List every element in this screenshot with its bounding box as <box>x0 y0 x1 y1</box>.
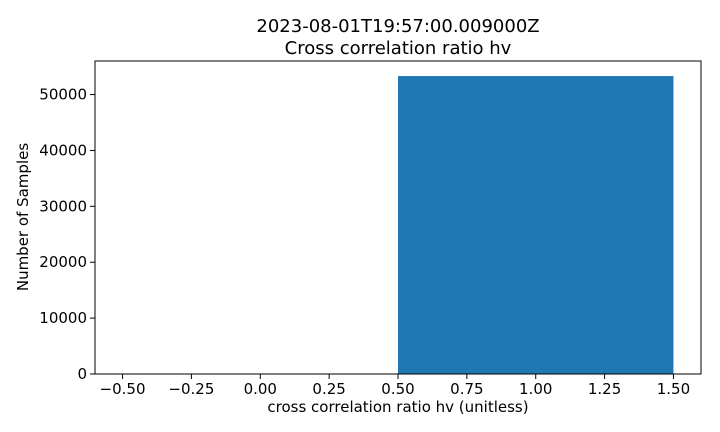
x-axis-label: cross correlation ratio hv (unitless) <box>267 398 528 416</box>
x-tick-label: −0.50 <box>100 380 146 398</box>
y-tick-label: 20000 <box>39 253 87 271</box>
histogram-bar-0 <box>398 76 674 375</box>
y-tick-label: 30000 <box>39 197 87 215</box>
y-tick-label: 0 <box>77 365 87 383</box>
x-tick-label: 0.00 <box>244 380 277 398</box>
x-tick-label: −0.25 <box>168 380 214 398</box>
y-axis-ticks: 0 10000 20000 30000 40000 50000 <box>39 86 95 383</box>
x-tick-label: 1.25 <box>588 380 621 398</box>
x-tick-label: 1.00 <box>519 380 552 398</box>
bar-group <box>398 76 674 375</box>
x-tick-label: 0.25 <box>312 380 345 398</box>
x-tick-label: 0.75 <box>450 380 483 398</box>
x-tick-label: 0.50 <box>381 380 414 398</box>
chart-title-line-1: 2023-08-01T19:57:00.009000Z <box>256 16 539 37</box>
y-tick-label: 10000 <box>39 309 87 327</box>
chart-title-line-2: Cross correlation ratio hv <box>285 38 512 59</box>
x-axis-ticks: −0.50 −0.25 0.00 0.25 0.50 0.75 1.00 1.25 1.50 <box>100 374 690 398</box>
y-axis-label: Number of Samples <box>14 143 32 291</box>
y-tick-label: 50000 <box>39 86 87 104</box>
x-tick-label: 1.50 <box>657 380 690 398</box>
y-tick-label: 40000 <box>39 141 87 159</box>
